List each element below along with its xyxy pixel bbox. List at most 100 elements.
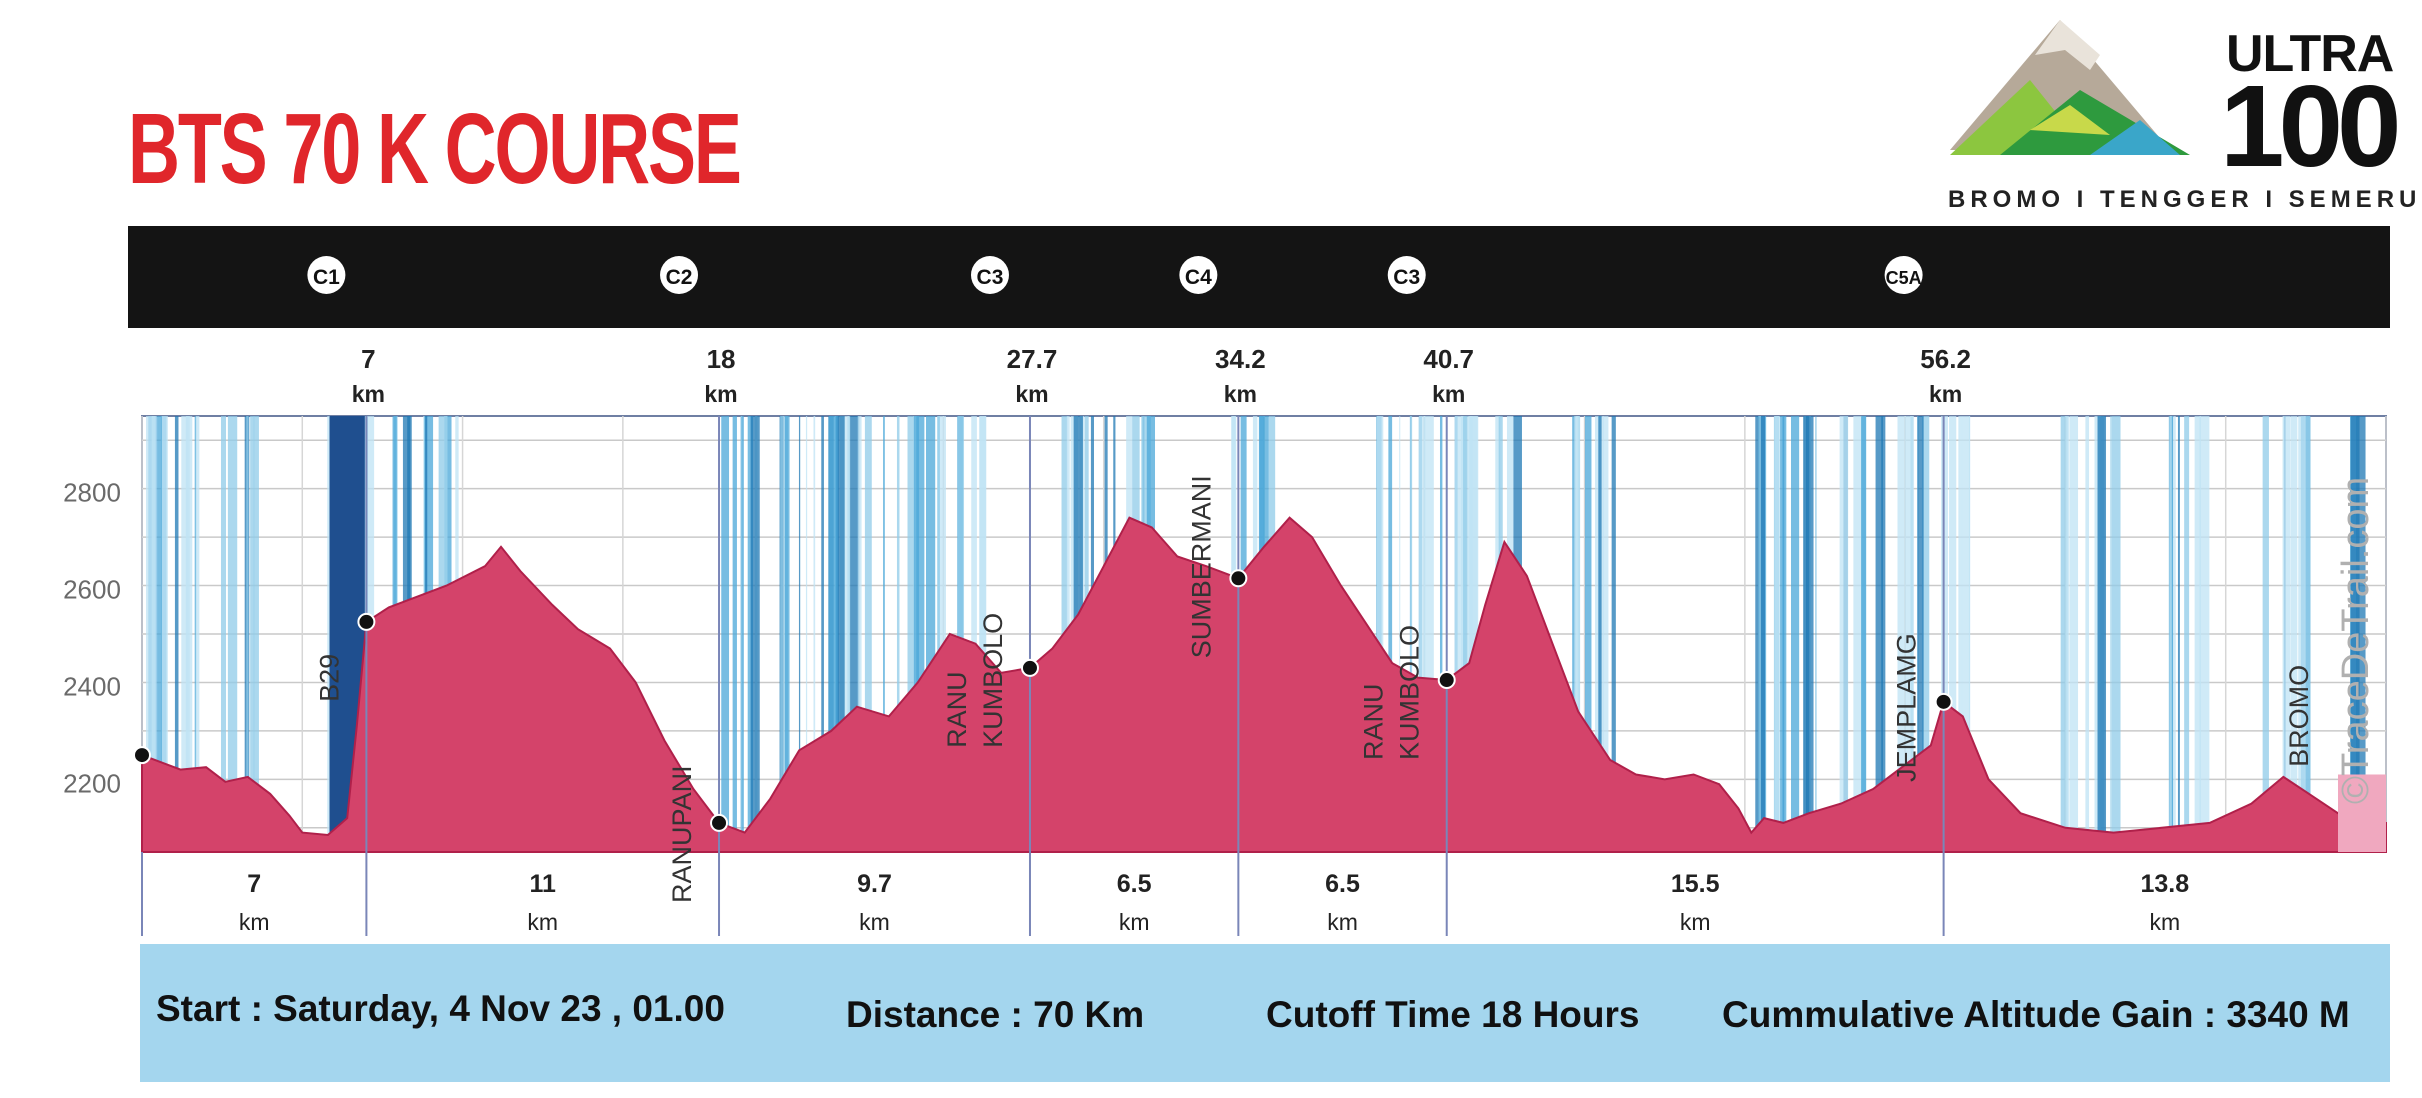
forest-band (1958, 416, 1963, 852)
forest-band (821, 416, 824, 852)
checkpoint-code: C1 (313, 266, 340, 289)
forest-band (1961, 416, 1971, 852)
forest-band (2282, 416, 2285, 852)
logo-word-ultra: ULTRA (2226, 25, 2394, 83)
checkpoint-marker (1934, 692, 1953, 711)
checkpoint-km: 56.2 (1920, 344, 1971, 374)
checkpoint-place-name: KUMBOLO (978, 613, 1008, 748)
forest-band (979, 416, 987, 852)
segment-length: 6.5 (1117, 870, 1152, 898)
forest-band (2065, 416, 2070, 852)
forest-band (835, 416, 845, 852)
forest-band (185, 416, 190, 852)
elevation-area (141, 516, 2387, 853)
forest-band (2290, 416, 2298, 852)
segment-length: 15.5 (1671, 870, 1720, 898)
forest-band (1905, 416, 1913, 852)
forest-band (1410, 416, 1413, 852)
checkpoint-bar (128, 226, 2390, 328)
forest-band (798, 416, 801, 852)
forest-band (1399, 416, 1401, 852)
checkpoint-badge (307, 256, 346, 294)
checkpoint-marker (1229, 569, 1248, 588)
page-title: BTS 70 K COURSE (128, 93, 742, 205)
forest-band (2262, 416, 2269, 852)
checkpoint-km: 7 (361, 344, 375, 374)
forest-band (805, 416, 808, 852)
forest-band (160, 416, 168, 852)
forest-band (1806, 416, 1814, 852)
y-tick-label: 2800 (63, 478, 121, 508)
forest-band (2069, 416, 2079, 852)
logo-subtitle: BROMO I TENGGER I SEMERU (1948, 186, 2422, 213)
checkpoint-marker (710, 813, 729, 832)
forest-band (1598, 416, 1602, 852)
forest-band (896, 416, 900, 852)
checkpoint-place-name: SUMBERMANI (1186, 475, 1216, 658)
forest-band (1839, 416, 1849, 852)
start-point (133, 746, 151, 765)
forest-band (250, 416, 255, 852)
segment-unit: km (1680, 909, 1711, 935)
forest-band (2194, 416, 2201, 852)
forest-band (1575, 416, 1580, 852)
checkpoint-km: 27.7 (1007, 344, 1058, 374)
segment-unit: km (239, 909, 270, 935)
forest-band (2170, 416, 2172, 852)
checkpoint-km-unit: km (352, 381, 385, 407)
forest-band (1758, 416, 1762, 852)
forest-band (1881, 416, 1886, 852)
forest-band (253, 416, 259, 852)
forest-band (1853, 416, 1863, 852)
forest-band (907, 416, 915, 852)
forest-band (741, 416, 744, 852)
forest-band (2350, 416, 2360, 852)
forest-band (2097, 416, 2107, 852)
forest-band (937, 416, 946, 852)
forest-band (913, 416, 920, 852)
forest-band (857, 416, 862, 852)
segment-unit: km (859, 909, 890, 935)
checkpoint-badge (1884, 256, 1923, 294)
forest-band (2298, 416, 2306, 852)
forest-band (1968, 416, 1971, 852)
forest-band (1861, 416, 1867, 852)
forest-band (971, 416, 977, 852)
forest-band (1917, 416, 1924, 852)
segment-length: 11 (529, 870, 556, 898)
checkpoint-marker (1020, 658, 1039, 677)
forest-band (246, 416, 249, 852)
checkpoint-km-unit: km (1929, 381, 1962, 407)
checkpoint-code: C4 (1185, 266, 1212, 289)
forest-band (181, 416, 188, 852)
forest-band (1388, 416, 1393, 852)
forest-band (848, 416, 851, 852)
checkpoint-place-name: JEMPLAMG (1892, 633, 1922, 782)
forest-band (194, 416, 197, 852)
cutoff-info: Cutoff Time 18 Hours (1266, 994, 1640, 1035)
forest-band (1454, 416, 1465, 852)
forest-band (747, 416, 753, 852)
forest-band (1470, 416, 1478, 852)
checkpoint-code: C5A (1886, 268, 1922, 288)
forest-band (1376, 416, 1384, 852)
segment-unit: km (1119, 909, 1150, 935)
forest-band (883, 416, 885, 852)
forest-band (174, 416, 179, 852)
forest-band (925, 416, 936, 852)
forest-band (1790, 416, 1800, 852)
forest-band (1611, 416, 1616, 852)
y-tick-label: 2600 (63, 575, 121, 605)
checkpoint-km: 40.7 (1423, 344, 1474, 374)
forest-band (1424, 416, 1434, 852)
checkpoint-marker (357, 612, 376, 631)
forest-band (1602, 416, 1609, 852)
forest-band (1897, 416, 1905, 852)
segment-unit: km (2149, 909, 2180, 935)
forest-band (864, 416, 872, 852)
finish-place-name: BROMO (2284, 665, 2314, 767)
checkpoint-place-name: RANUPANI (667, 765, 697, 903)
info-bar: Start : Saturday, 4 Nov 23 , 01.00 Dista… (140, 944, 2390, 1082)
checkpoint-km-unit: km (1432, 381, 1465, 407)
checkpoint-place-name: RANU (942, 671, 972, 748)
